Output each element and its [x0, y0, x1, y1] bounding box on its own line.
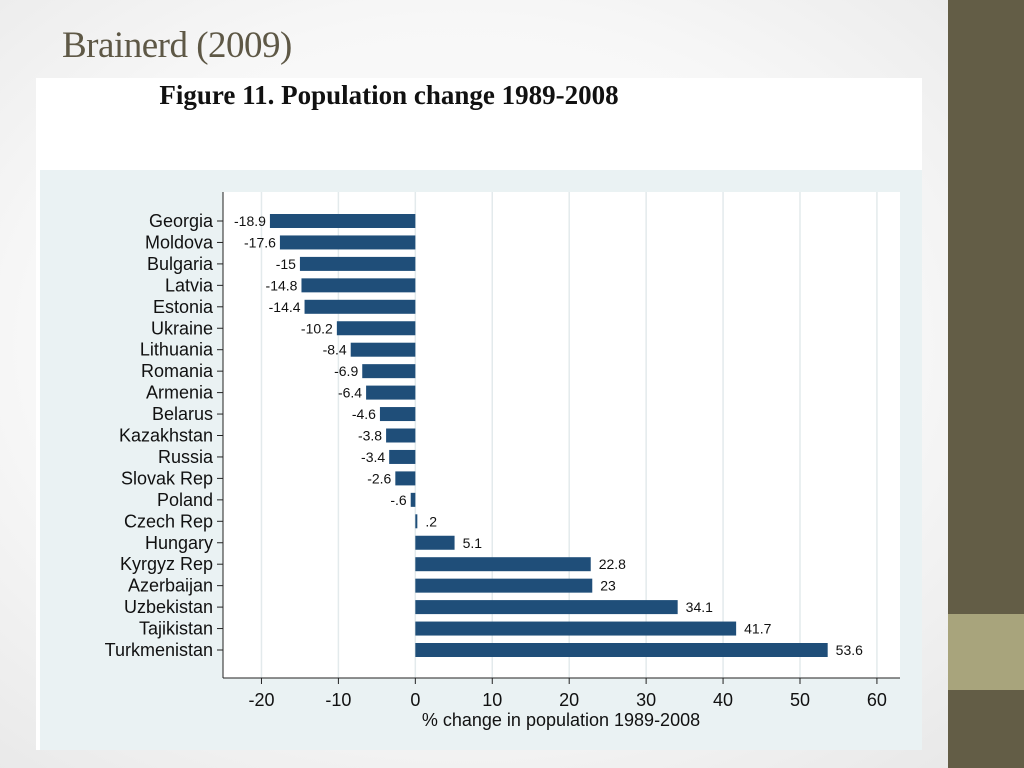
bar [379, 407, 416, 422]
value-label: -17.6 [244, 234, 276, 250]
value-label: -14.4 [269, 299, 301, 315]
x-tick-label: 50 [790, 690, 810, 710]
value-label: -15 [276, 256, 296, 272]
category-label: Azerbaijan [128, 576, 213, 596]
value-label: -.6 [390, 492, 407, 508]
slide-title: Brainerd (2009) [62, 25, 292, 66]
x-tick-label: 10 [482, 690, 502, 710]
category-label: Tajikistan [139, 619, 213, 639]
category-label: Kyrgyz Rep [120, 554, 213, 574]
value-label: -10.2 [301, 320, 333, 336]
bar [386, 428, 416, 443]
category-label: Turkmenistan [105, 640, 213, 660]
bar [279, 235, 416, 250]
category-label: Hungary [145, 533, 213, 553]
x-tick-label: 60 [867, 690, 887, 710]
category-label: Poland [157, 490, 213, 510]
category-label: Czech Rep [124, 511, 213, 531]
category-label: Kazakhstan [119, 426, 213, 446]
x-tick-label: 40 [713, 690, 733, 710]
category-label: Romania [141, 361, 214, 381]
x-tick-label: -20 [248, 690, 274, 710]
bar [350, 342, 416, 357]
value-label: 41.7 [744, 621, 771, 637]
category-label: Armenia [146, 383, 214, 403]
category-label: Moldova [145, 232, 214, 252]
bar [304, 299, 416, 314]
bar [299, 256, 416, 271]
value-label: 22.8 [599, 556, 626, 572]
bar [395, 471, 416, 486]
value-label: -3.4 [361, 449, 385, 465]
x-tick-label: 20 [559, 690, 579, 710]
x-tick-label: -10 [325, 690, 351, 710]
x-axis-title: % change in population 1989-2008 [422, 710, 700, 730]
figure-title: Figure 11. Population change 1989-2008 [159, 80, 619, 110]
category-label: Bulgaria [147, 254, 214, 274]
category-label: Georgia [149, 211, 214, 231]
value-label: -6.9 [334, 363, 358, 379]
category-label: Russia [158, 447, 214, 467]
value-label: 23 [600, 578, 616, 594]
value-label: 53.6 [836, 642, 863, 658]
category-label: Ukraine [151, 318, 213, 338]
category-label: Belarus [152, 404, 213, 424]
value-label: -4.6 [352, 406, 376, 422]
plot-area [223, 192, 900, 678]
category-label: Estonia [153, 297, 214, 317]
bar [415, 600, 678, 615]
x-tick-label: 0 [410, 690, 420, 710]
bar [366, 385, 416, 400]
value-label: .2 [425, 513, 437, 529]
value-label: 34.1 [686, 599, 713, 615]
category-label: Lithuania [140, 340, 214, 360]
bar [415, 557, 591, 572]
category-label: Slovak Rep [121, 468, 213, 488]
value-label: -8.4 [323, 342, 347, 358]
bar [362, 364, 416, 379]
bar [415, 578, 593, 593]
population-change-chart: -20 -10 0 10 20 30 40 50 60 % change in populatio… [105, 192, 900, 730]
bar [415, 535, 455, 550]
category-label: Uzbekistan [124, 597, 213, 617]
value-label: -6.4 [338, 385, 362, 401]
bar [415, 621, 737, 636]
value-label: -14.8 [266, 277, 298, 293]
value-label: -3.8 [358, 428, 382, 444]
category-label: Latvia [165, 275, 214, 295]
bar [269, 214, 416, 228]
value-label: -18.9 [234, 213, 266, 229]
x-tick-label: 30 [636, 690, 656, 710]
value-label: 5.1 [463, 535, 483, 551]
bar [389, 449, 416, 464]
bar [415, 643, 828, 657]
bar [301, 278, 416, 293]
bar [336, 321, 416, 336]
value-label: -2.6 [367, 470, 391, 486]
sidebar-accent-block [948, 614, 1024, 690]
bar [415, 514, 418, 529]
bar [410, 492, 416, 507]
figure-panel: Figure 11. Population change 1989-2008 -… [36, 78, 922, 750]
